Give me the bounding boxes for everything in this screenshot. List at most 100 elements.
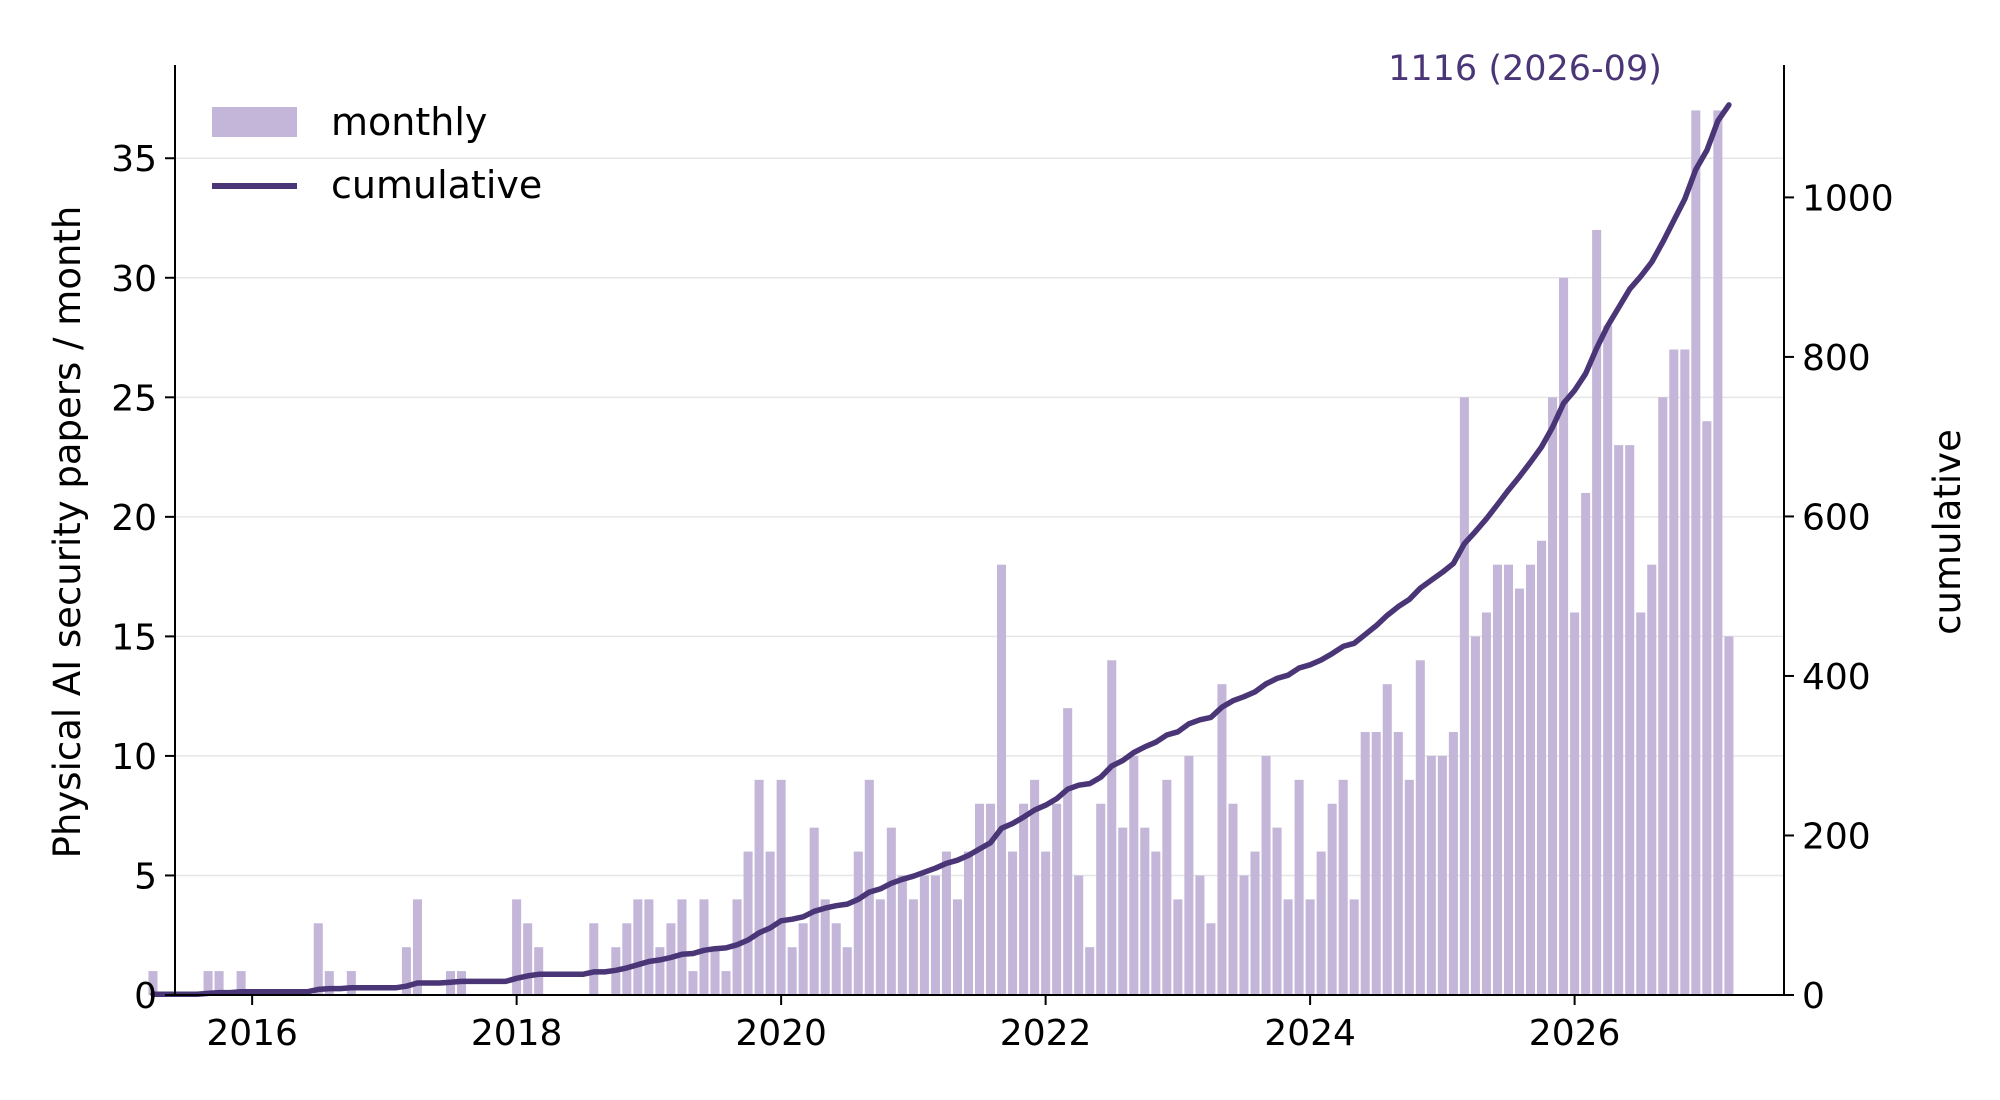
right-tick-label-200: 200: [1802, 816, 1871, 857]
bar-18: [346, 971, 356, 995]
bar-48: [677, 899, 687, 995]
bar-50: [699, 899, 709, 995]
bar-74: [963, 851, 973, 995]
bar-71: [930, 875, 940, 995]
bar-103: [1283, 899, 1293, 995]
x-tick-label-2026: 2026: [1529, 1013, 1621, 1054]
cumulative-line-layer: [150, 102, 1732, 997]
bar-117: [1437, 755, 1447, 995]
bar-88: [1118, 827, 1128, 995]
left-tick-label-25: 25: [111, 378, 157, 419]
bar-115: [1415, 660, 1425, 995]
bar-46: [655, 947, 665, 995]
bar-131: [1592, 229, 1602, 996]
bar-105: [1305, 899, 1315, 995]
right-tick-label-800: 800: [1802, 338, 1871, 379]
grid-lines: [175, 157, 1784, 877]
bar-83: [1063, 708, 1073, 995]
x-tick-label-2022: 2022: [1000, 1013, 1092, 1054]
left-tick-label-30: 30: [111, 259, 157, 300]
bar-127: [1548, 397, 1558, 996]
bar-5: [203, 971, 213, 995]
bar-106: [1316, 851, 1326, 995]
legend-swatch-monthly: [212, 107, 297, 137]
bar-110: [1360, 732, 1370, 995]
x-tick-label-2024: 2024: [1264, 1013, 1356, 1054]
bar-118: [1448, 732, 1458, 995]
bar-142: [1713, 110, 1723, 995]
bar-6: [214, 971, 224, 995]
x-tick-label-2020: 2020: [735, 1013, 827, 1054]
bar-73: [952, 899, 962, 995]
bar-99: [1239, 875, 1249, 995]
bar-139: [1680, 349, 1690, 995]
bar-51: [710, 947, 720, 995]
bar-52: [721, 971, 731, 995]
bar-123: [1503, 564, 1514, 995]
bar-89: [1129, 755, 1139, 995]
x-tick-label-2018: 2018: [471, 1013, 563, 1054]
bar-76: [986, 803, 996, 995]
bar-108: [1338, 779, 1348, 995]
bar-49: [688, 971, 698, 995]
bar-0: [148, 971, 158, 995]
bar-138: [1669, 349, 1679, 995]
bar-65: [864, 779, 874, 995]
legend-label-cumulative: cumulative: [331, 163, 542, 207]
cumulative-total-annotation: 1116 (2026-09): [1388, 49, 1662, 89]
bar-116: [1426, 755, 1436, 995]
bar-141: [1702, 421, 1712, 995]
bar-80: [1030, 779, 1040, 995]
bar-91: [1151, 851, 1161, 995]
bar-98: [1228, 803, 1238, 995]
bar-8: [236, 971, 246, 995]
bar-15: [313, 923, 323, 995]
bar-119: [1459, 397, 1469, 996]
bar-121: [1481, 612, 1491, 995]
bar-104: [1294, 779, 1304, 995]
bar-67: [886, 827, 896, 995]
bar-112: [1382, 684, 1392, 995]
bar-129: [1570, 612, 1580, 995]
monthly-bars: [148, 110, 1734, 996]
bar-75: [974, 803, 985, 995]
bar-134: [1625, 445, 1635, 995]
bar-101: [1261, 755, 1271, 995]
bar-95: [1195, 875, 1205, 995]
bar-132: [1603, 325, 1613, 995]
bar-137: [1658, 397, 1668, 996]
bar-135: [1636, 612, 1646, 995]
bar-114: [1404, 779, 1414, 995]
bar-133: [1614, 445, 1624, 995]
bar-72: [941, 851, 951, 995]
axes: 0 5 10 15 20 25 30 35 0 200 400 600 800 1000 2016 2018 2…: [111, 65, 1894, 1054]
bar-35: [534, 947, 544, 995]
bar-77: [997, 564, 1007, 995]
bar-63: [842, 947, 852, 995]
bar-130: [1581, 492, 1591, 995]
bar-81: [1041, 851, 1051, 995]
right-tick-label-1000: 1000: [1802, 178, 1894, 219]
left-tick-label-20: 20: [111, 498, 157, 539]
bar-86: [1096, 803, 1106, 995]
left-axis-label: Physical AI security papers / month: [46, 206, 89, 859]
legend-label-monthly: monthly: [331, 100, 487, 144]
left-tick-label-0: 0: [134, 976, 157, 1017]
bar-87: [1107, 660, 1117, 995]
bar-122: [1492, 564, 1502, 995]
bar-56: [765, 851, 775, 995]
bar-97: [1217, 684, 1227, 995]
right-tick-label-400: 400: [1802, 657, 1871, 698]
right-axis-label: cumulative: [1926, 429, 1969, 635]
bar-143: [1724, 636, 1734, 995]
bar-54: [743, 851, 753, 995]
bar-45: [644, 899, 654, 995]
bar-69: [908, 899, 918, 995]
bar-44: [633, 899, 643, 995]
bar-82: [1052, 803, 1062, 995]
bar-140: [1691, 110, 1701, 995]
bar-93: [1173, 899, 1183, 995]
bar-59: [798, 923, 808, 995]
bar-113: [1393, 732, 1403, 995]
